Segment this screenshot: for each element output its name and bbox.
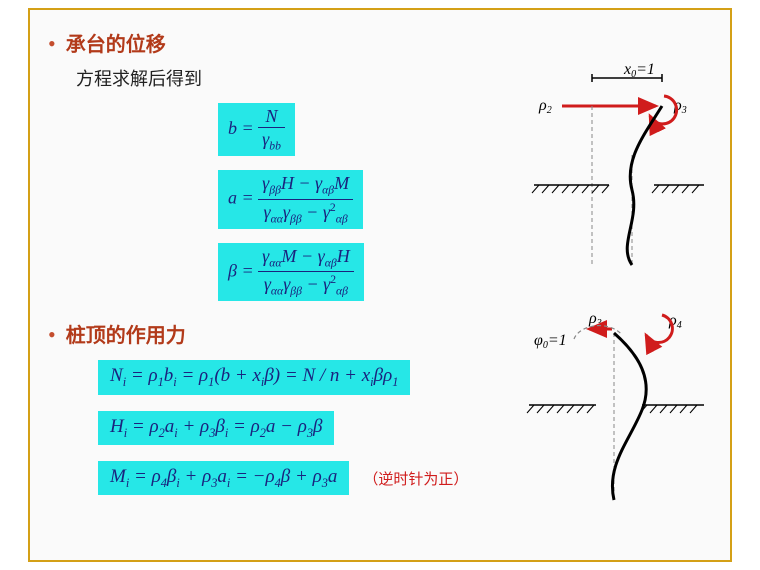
bullet-icon: • (48, 31, 56, 57)
d1-ground (532, 185, 704, 193)
eq2-num: γββH − γαβM (258, 174, 353, 199)
eq2-den: γααγββ − γ2αβ (258, 200, 353, 225)
eq1-lhs: b (228, 118, 237, 138)
diagrams-svg: x0=1 ρ2 ρ3 (514, 60, 714, 540)
section1-title: 承台的位移 (66, 28, 166, 57)
bullet-icon: • (48, 322, 56, 348)
diagram1: x0=1 ρ2 ρ3 (532, 61, 704, 265)
eq6: Mi = ρ4βi + ρ3ai = −ρ4β + ρ3a (98, 461, 349, 495)
eq1-num: N (258, 107, 285, 128)
eq2-lhs: a (228, 188, 237, 208)
diagram2: ρ3 ρ4 φ0=1 (527, 310, 704, 500)
eq5: Hi = ρ2ai + ρ3βi = ρ2a − ρ3β (98, 411, 334, 445)
eq6-note: （逆时针为正） (363, 468, 468, 489)
eq-equals: = (242, 118, 259, 138)
eq4: Ni = ρ1bi = ρ1(b + xiβ) = N / n + xiβρ1 (98, 360, 410, 394)
section1-heading: • 承台的位移 (48, 28, 712, 57)
eq1-den: γbb (258, 128, 285, 152)
d1-rho2: ρ2 (538, 97, 552, 116)
eq3: β = γααM − γαβH γααγββ − γ2αβ (218, 243, 364, 302)
eq3-num: γααM − γαβH (258, 247, 354, 272)
eq1: b = N γbb (218, 103, 295, 156)
section2-title: 桩顶的作用力 (66, 319, 186, 348)
d2-pile-curve (612, 333, 646, 500)
eq2-frac: γββH − γαβM γααγββ − γ2αβ (258, 174, 353, 225)
d2-phi0: φ0=1 (534, 332, 567, 351)
eq3-den: γααγββ − γ2αβ (258, 272, 354, 297)
d2-ground (527, 405, 704, 413)
eq3-lhs: β (228, 260, 237, 280)
eq1-frac: N γbb (258, 107, 285, 152)
d1-top-label: x0=1 (623, 61, 655, 80)
eq2: a = γββH − γαβM γααγββ − γ2αβ (218, 170, 363, 229)
eq3-frac: γααM − γαβH γααγββ − γ2αβ (258, 247, 354, 298)
